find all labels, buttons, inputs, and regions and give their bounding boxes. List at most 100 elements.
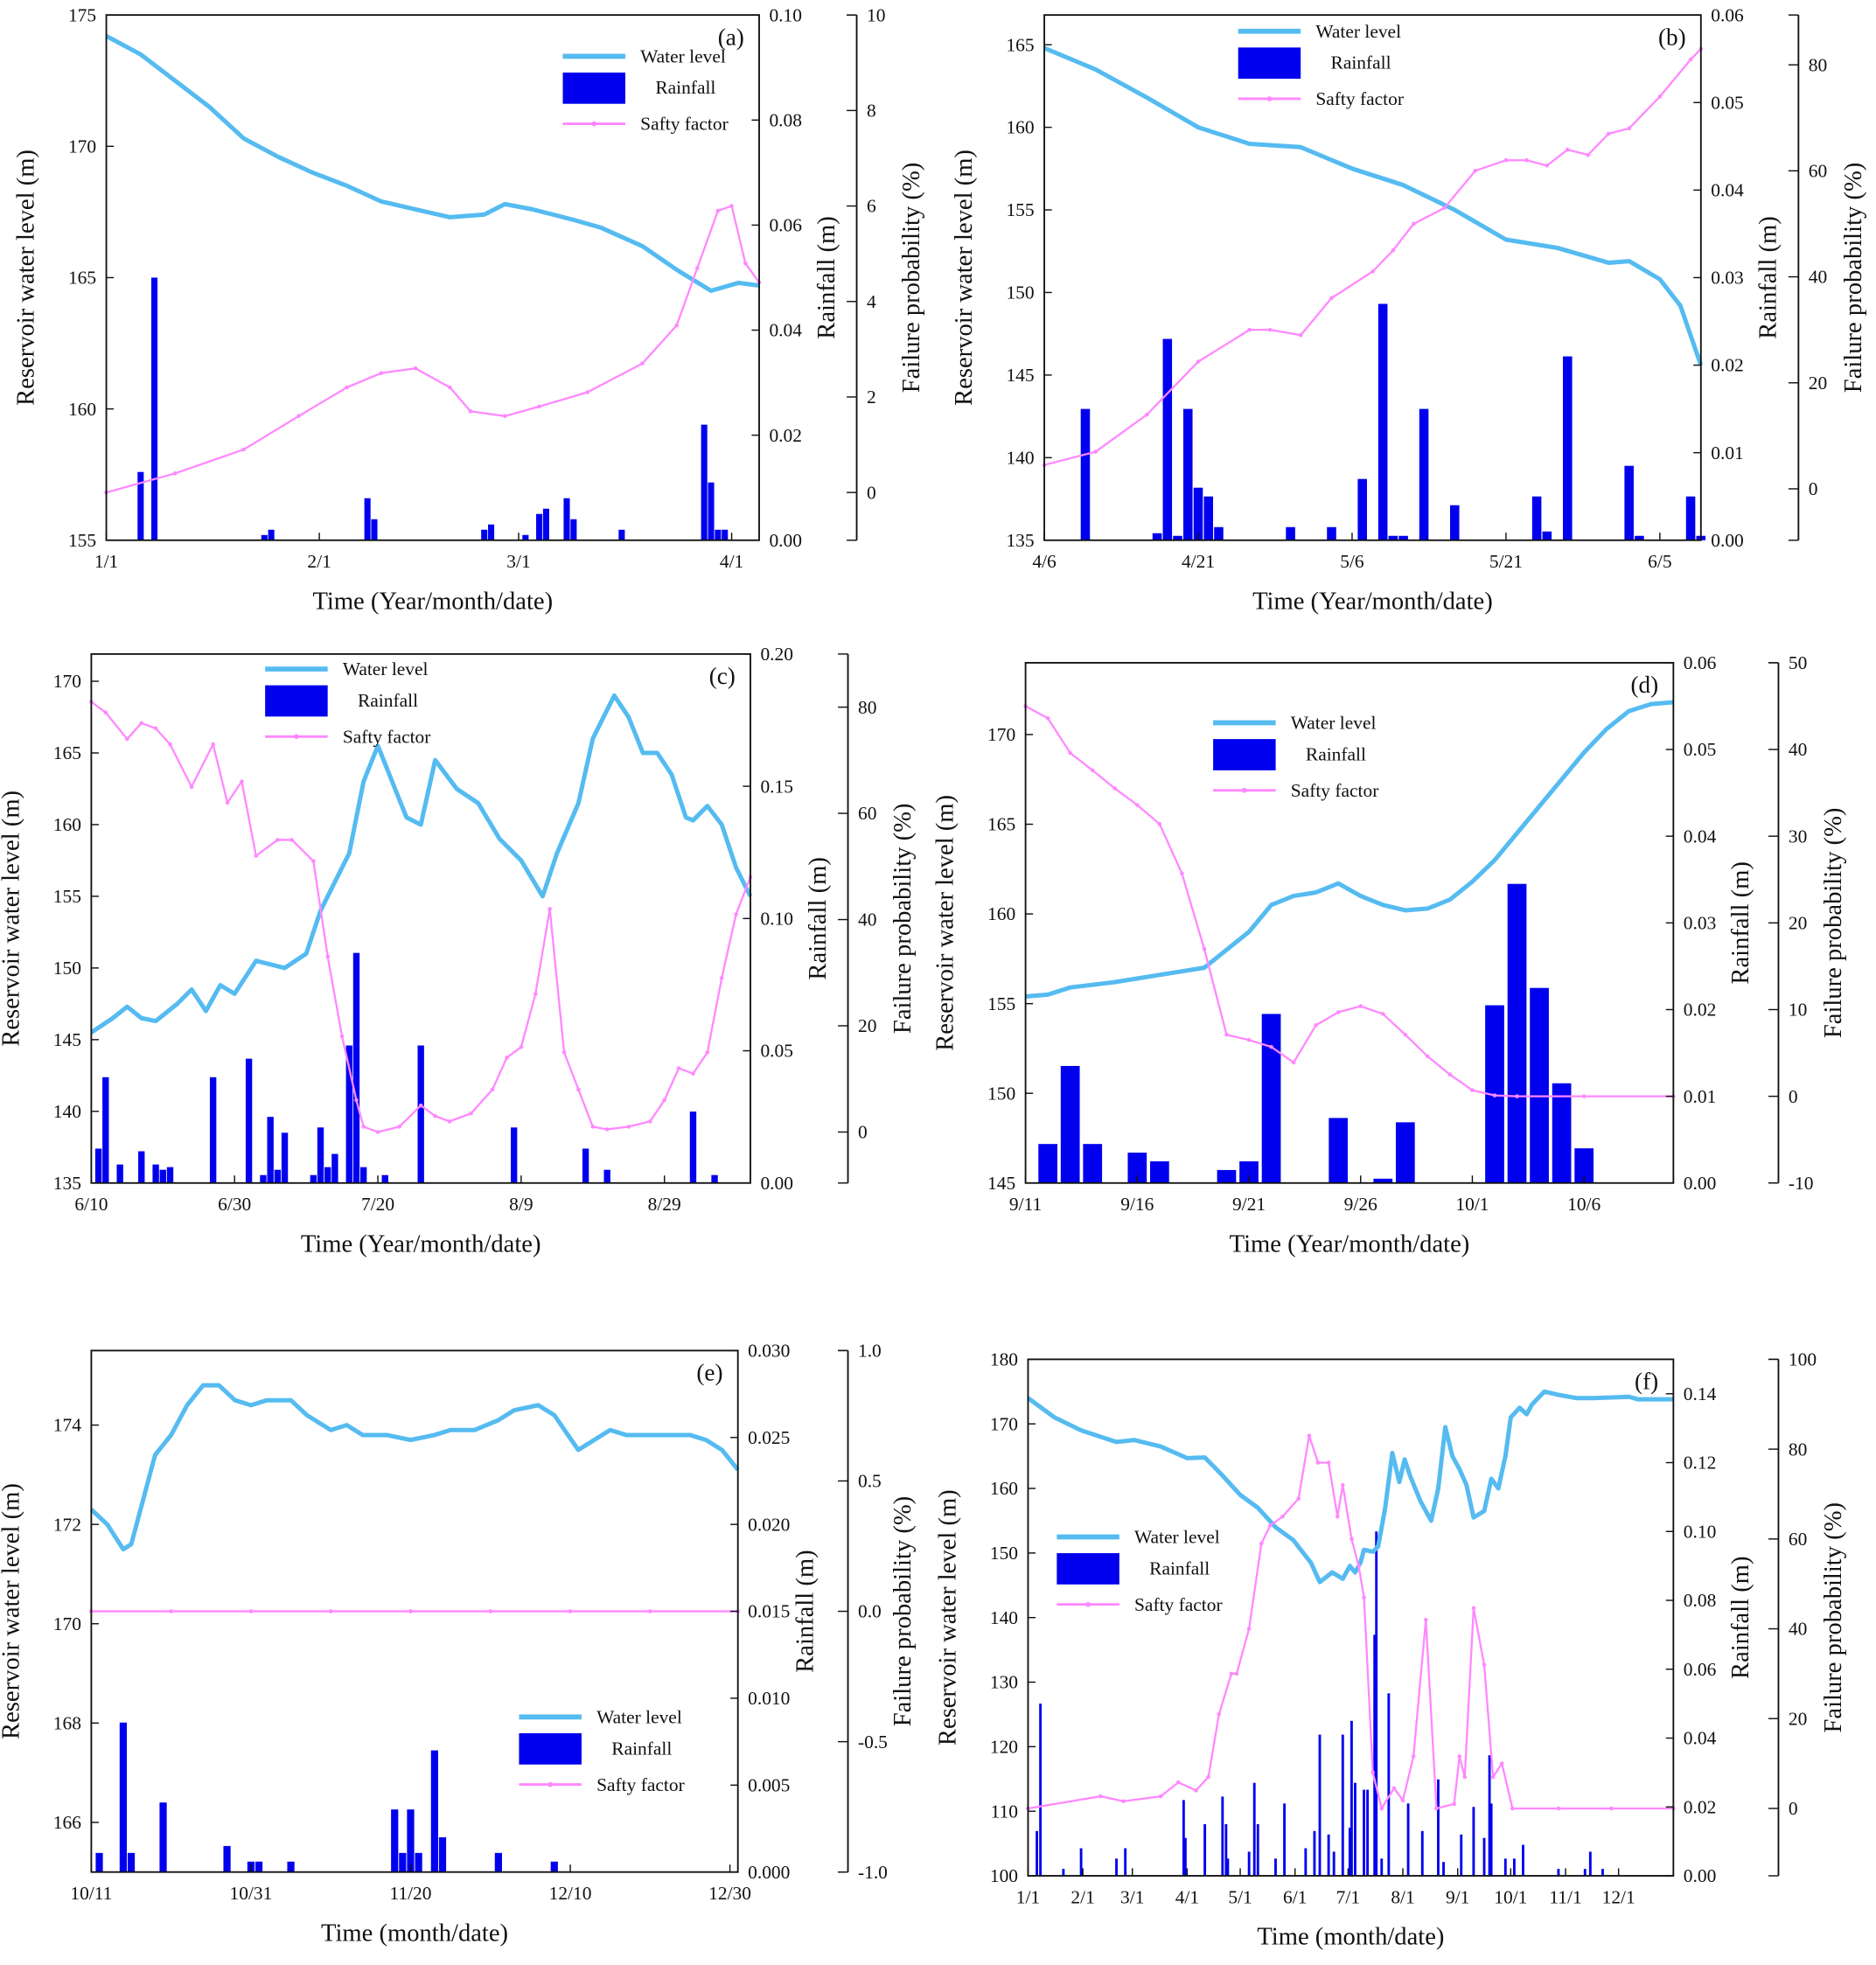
failure-axis-title: Failure probability (%) xyxy=(889,1496,917,1726)
rainfall-bar xyxy=(438,1836,447,1872)
left-axis-tick-label: 180 xyxy=(990,1349,1018,1370)
rainfall-bar xyxy=(1449,505,1460,540)
left-axis-tick-label: 145 xyxy=(53,1029,81,1050)
failure-axis-tick-label: 6 xyxy=(867,196,876,217)
rainfall-bar xyxy=(1512,1858,1516,1876)
legend-label: Water level xyxy=(1291,713,1377,734)
rainfall-bar xyxy=(119,1722,128,1872)
safety-factor-point xyxy=(1206,1774,1210,1780)
safety-factor-point xyxy=(1606,131,1611,136)
legend-safety-factor-marker xyxy=(1241,787,1247,793)
legend-label: Rainfall xyxy=(1149,1557,1210,1578)
left-axis-tick-label: 140 xyxy=(53,1101,81,1122)
rainfall-bar xyxy=(536,513,543,540)
safety-factor-point xyxy=(1098,1794,1103,1799)
safety-factor-point xyxy=(537,404,541,409)
safety-factor-point xyxy=(1581,1094,1587,1098)
failure-axis-tick-label: -10 xyxy=(1789,1173,1814,1194)
panel-c: 135 140 145 150 155 160 165 170 6/10 6/30 7/20 8/9 8… xyxy=(0,644,917,1258)
x-axis-tick-label: 11/1 xyxy=(1549,1886,1581,1907)
legend-rainfall-swatch xyxy=(1213,739,1276,770)
rainfall-axis-tick-label: 0.06 xyxy=(769,215,802,236)
left-axis-tick-label: 175 xyxy=(68,4,96,25)
safety-factor-point xyxy=(547,907,552,911)
left-axis-tick-label: 160 xyxy=(1006,117,1034,138)
left-axis-tick-label: 100 xyxy=(990,1865,1018,1886)
x-axis-tick-label: 7/1 xyxy=(1336,1886,1360,1907)
rainfall-bar xyxy=(1354,1782,1356,1876)
left-axis-tick-label: 160 xyxy=(990,1478,1018,1499)
rainfall-bar xyxy=(1635,535,1644,540)
rainfall-bar xyxy=(1261,1014,1281,1183)
panel-d: 145 150 155 160 165 170 9/11 9/16 9/21 9/26 10/1 10… xyxy=(932,652,1847,1258)
failure-axis-tick-label: 60 xyxy=(1809,160,1827,181)
water-level-line xyxy=(1025,700,1674,999)
legend-label: Rainfall xyxy=(1331,52,1391,73)
x-axis-tick-label: 4/1 xyxy=(1175,1886,1199,1907)
safety-factor-point xyxy=(695,266,700,270)
panel-e: 166 168 170 172 174 10/11 10/31 11/20 12/10 12/30… xyxy=(0,1341,917,1948)
safety-factor-point xyxy=(1335,1514,1340,1519)
rainfall-bar xyxy=(510,1127,518,1183)
rainfall-bar xyxy=(488,524,495,540)
rainfall-bar xyxy=(1038,1144,1057,1183)
safety-factor-point xyxy=(1358,1004,1363,1008)
rainfall-bar xyxy=(137,471,144,540)
panel-label: (c) xyxy=(709,663,736,689)
x-axis-title: Time (Year/month/date) xyxy=(301,1230,541,1258)
rainfall-bar xyxy=(274,1169,282,1183)
legend: Water level Rainfall Safty factor xyxy=(265,658,430,747)
safety-factor-point xyxy=(311,859,316,864)
rainfall-bar xyxy=(1395,1122,1415,1183)
rainfall-bar xyxy=(94,1148,102,1183)
legend-label: Water level xyxy=(1134,1527,1220,1548)
rainfall-bar xyxy=(1079,1848,1083,1876)
safety-factor-point xyxy=(576,1087,581,1092)
rainfall-bar xyxy=(391,1809,399,1872)
rainfall-bar xyxy=(494,1852,502,1872)
left-axis-tick-label: 165 xyxy=(987,814,1015,835)
rainfall-axis-tick-label: 0.10 xyxy=(769,4,802,25)
failure-axis-tick-label: 0 xyxy=(858,1122,868,1143)
safety-factor-point xyxy=(1403,1032,1408,1037)
x-axis-title: Time (month/date) xyxy=(1257,1924,1444,1951)
x-axis-tick-label: 7/20 xyxy=(361,1194,394,1215)
rainfall-bar xyxy=(1221,1796,1224,1876)
legend-safety-factor-marker xyxy=(294,734,299,740)
rainfall-bar xyxy=(166,1167,174,1183)
rainfall-bar xyxy=(1173,535,1182,540)
rainfall-bar xyxy=(1563,356,1573,540)
safety-factor-point xyxy=(1470,1088,1475,1092)
rainfall-axis-tick-label: 0.00 xyxy=(1684,1865,1717,1886)
safety-factor-point xyxy=(505,1056,509,1060)
safety-factor-point xyxy=(345,385,349,390)
x-axis-tick-label: 1/1 xyxy=(1016,1886,1040,1907)
rainfall-bar xyxy=(1182,1800,1185,1876)
rainfall-bar xyxy=(481,529,488,540)
safety-factor-point xyxy=(648,1609,652,1613)
rainfall-bar xyxy=(1388,535,1398,540)
x-axis-title: Time (month/date) xyxy=(321,1920,508,1947)
safety-factor-point xyxy=(533,992,538,996)
rainfall-bar xyxy=(1062,1869,1065,1876)
safety-factor-point xyxy=(433,1113,437,1118)
safety-factor-point xyxy=(418,1103,423,1108)
safety-factor-point xyxy=(568,1609,573,1613)
left-axis-title: Reservoir water level (m) xyxy=(0,791,24,1047)
safety-factor-point xyxy=(469,1111,473,1116)
safety-factor-point xyxy=(1090,768,1095,773)
x-axis-tick-label: 6/1 xyxy=(1283,1886,1307,1907)
rainfall-bar xyxy=(1624,465,1634,540)
rainfall-bar xyxy=(138,1151,145,1183)
safety-factor-point xyxy=(225,800,230,805)
rainfall-bar xyxy=(1377,303,1388,540)
rainfall-bar xyxy=(359,1167,367,1183)
x-axis-tick-label: 3/1 xyxy=(1120,1886,1144,1907)
safety-factor-point xyxy=(241,447,246,452)
rainfall-bar xyxy=(415,1852,422,1872)
x-axis-tick-label: 8/1 xyxy=(1391,1886,1414,1907)
x-axis-tick-label: 4/21 xyxy=(1182,551,1215,572)
rainfall-bar xyxy=(1398,535,1408,540)
left-axis-tick-label: 170 xyxy=(68,136,96,157)
rainfall-bar xyxy=(1036,1830,1038,1876)
